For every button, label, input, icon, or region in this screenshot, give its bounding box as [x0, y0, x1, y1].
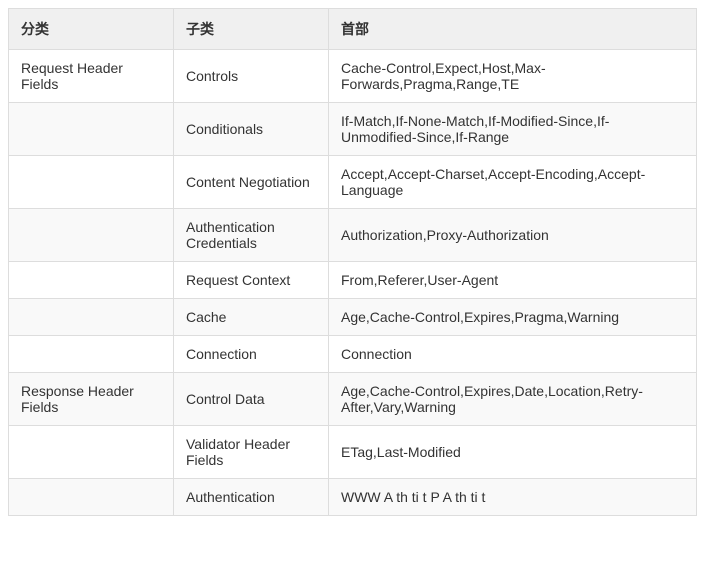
cell-subcategory: Controls — [174, 50, 329, 103]
cell-headers: Authorization,Proxy-Authorization — [329, 209, 697, 262]
col-header-subcategory: 子类 — [174, 9, 329, 50]
cell-headers: Age,Cache-Control,Expires,Date,Location,… — [329, 373, 697, 426]
cell-category — [9, 209, 174, 262]
table-header-row: 分类 子类 首部 — [9, 9, 697, 50]
cell-headers: From,Referer,User-Agent — [329, 262, 697, 299]
cell-category — [9, 299, 174, 336]
cell-headers: WWW A th ti t P A th ti t — [329, 479, 697, 516]
cell-category — [9, 156, 174, 209]
table-row: Cache Age,Cache-Control,Expires,Pragma,W… — [9, 299, 697, 336]
col-header-headers: 首部 — [329, 9, 697, 50]
cell-subcategory: Authentication Credentials — [174, 209, 329, 262]
cell-subcategory: Control Data — [174, 373, 329, 426]
col-header-category: 分类 — [9, 9, 174, 50]
cell-category — [9, 103, 174, 156]
table-row: Conditionals If-Match,If-None-Match,If-M… — [9, 103, 697, 156]
cell-category — [9, 479, 174, 516]
table-row: Validator Header Fields ETag,Last-Modifi… — [9, 426, 697, 479]
table-row: Response Header Fields Control Data Age,… — [9, 373, 697, 426]
table-row: Connection Connection — [9, 336, 697, 373]
http-headers-table: 分类 子类 首部 Request Header Fields Controls … — [8, 8, 697, 516]
cell-subcategory: Authentication — [174, 479, 329, 516]
table-row: Authentication Credentials Authorization… — [9, 209, 697, 262]
table-row: Authentication WWW A th ti t P A th ti t — [9, 479, 697, 516]
cell-subcategory: Validator Header Fields — [174, 426, 329, 479]
cell-category: Request Header Fields — [9, 50, 174, 103]
cell-category — [9, 426, 174, 479]
cell-headers: Connection — [329, 336, 697, 373]
table-row: Request Context From,Referer,User-Agent — [9, 262, 697, 299]
cell-headers: ETag,Last-Modified — [329, 426, 697, 479]
cell-subcategory: Connection — [174, 336, 329, 373]
cell-headers: Cache-Control,Expect,Host,Max-Forwards,P… — [329, 50, 697, 103]
cell-headers: If-Match,If-None-Match,If-Modified-Since… — [329, 103, 697, 156]
cell-category — [9, 262, 174, 299]
cell-subcategory: Content Negotiation — [174, 156, 329, 209]
table-row: Request Header Fields Controls Cache-Con… — [9, 50, 697, 103]
cell-category — [9, 336, 174, 373]
cell-subcategory: Cache — [174, 299, 329, 336]
cell-headers: Accept,Accept-Charset,Accept-Encoding,Ac… — [329, 156, 697, 209]
cell-headers: Age,Cache-Control,Expires,Pragma,Warning — [329, 299, 697, 336]
cell-subcategory: Request Context — [174, 262, 329, 299]
table-row: Content Negotiation Accept,Accept-Charse… — [9, 156, 697, 209]
cell-category: Response Header Fields — [9, 373, 174, 426]
cell-subcategory: Conditionals — [174, 103, 329, 156]
